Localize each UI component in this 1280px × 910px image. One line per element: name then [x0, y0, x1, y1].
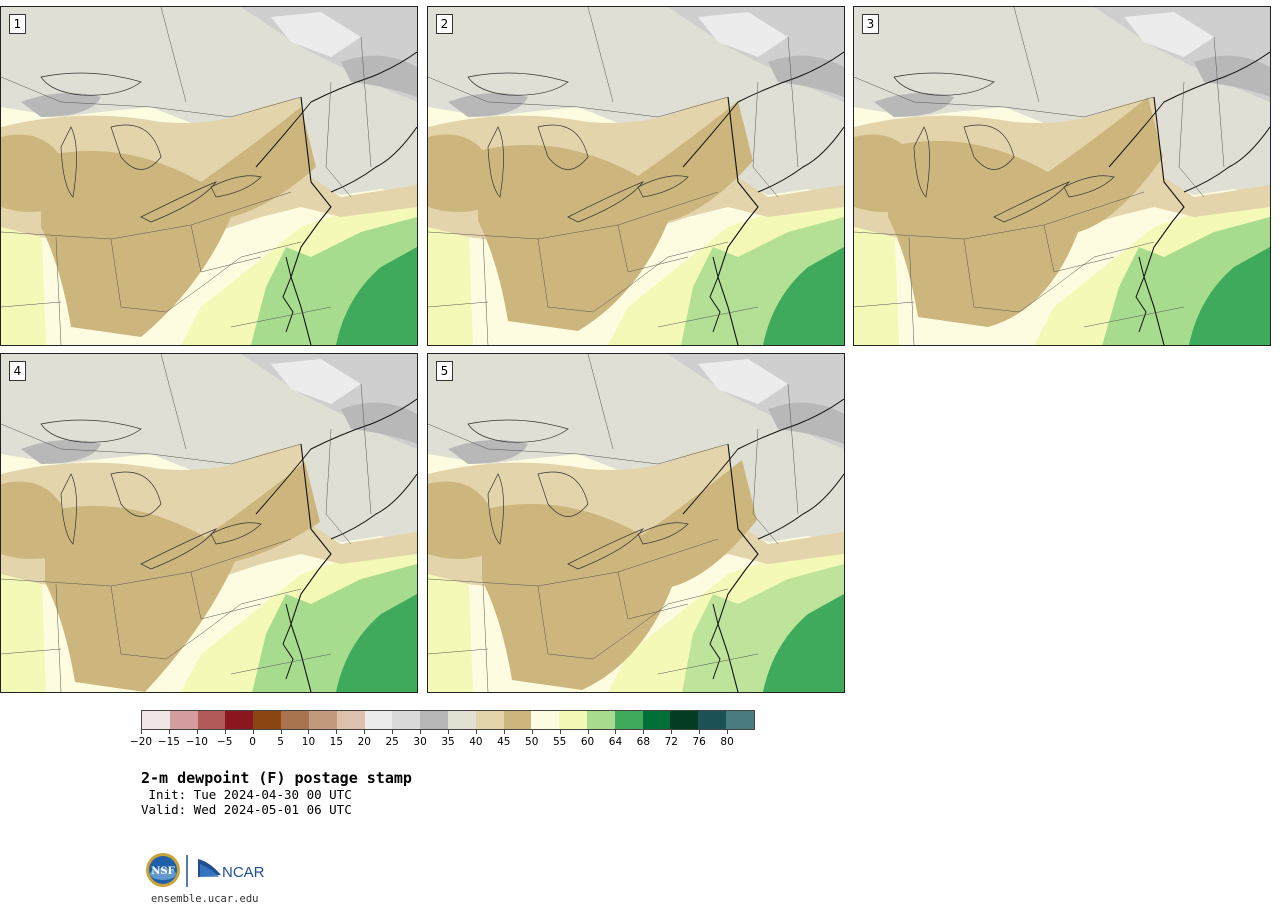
colorbar-tick-label: 50	[525, 736, 539, 748]
dewpoint-map	[428, 354, 844, 692]
dewpoint-map	[428, 7, 844, 345]
colorbar-tick-mark	[308, 730, 310, 734]
colorbar-swatch	[225, 711, 254, 729]
colorbar-tick-label: 80	[720, 736, 734, 748]
map-panel-5: 5	[427, 353, 845, 693]
ncar-logo-icon: NCAR	[198, 859, 265, 881]
colorbar-swatch	[169, 711, 198, 729]
colorbar-tick-label: 35	[441, 736, 455, 748]
colorbar-tick-label: −15	[157, 736, 180, 748]
colorbar-tick-label: 5	[277, 736, 284, 748]
colorbar-swatch	[559, 711, 587, 729]
panel-number-label: 1	[9, 14, 26, 34]
colorbar-tick-label: 10	[301, 736, 316, 748]
panel-number-label: 2	[436, 14, 453, 34]
map-panel-3: 3	[853, 6, 1271, 346]
colorbar-tick-mark	[587, 730, 589, 734]
colorbar-swatch	[308, 711, 337, 729]
colorbar-tick-mark	[559, 730, 561, 734]
colorbar-tick-label: 64	[608, 736, 623, 748]
colorbar-tick-mark	[531, 730, 533, 734]
logos: NSF NCAR	[144, 850, 279, 890]
colorbar-swatch	[197, 711, 226, 729]
colorbar-tick-mark	[448, 730, 449, 734]
colorbar-swatch	[420, 711, 448, 729]
colorbar-tick-mark	[475, 730, 477, 734]
colorbar-swatch	[642, 711, 671, 729]
colorbar-swatch	[614, 711, 643, 729]
colorbar-tick-mark	[420, 730, 422, 734]
colorbar-tick-label: 68	[636, 736, 651, 748]
colorbar-swatch	[392, 711, 421, 729]
colorbar-swatch	[447, 711, 476, 729]
dewpoint-map	[1, 354, 417, 692]
colorbar-swatch	[336, 711, 365, 729]
colorbar-tick-label: 0	[249, 736, 256, 748]
panel-number-label: 5	[436, 361, 453, 381]
colorbar-swatch	[531, 711, 560, 729]
map-panel-1: 1	[0, 6, 418, 346]
colorbar-tick-label: −5	[216, 736, 233, 748]
colorbar-tick-label: 30	[413, 736, 427, 748]
colorbar-tick-mark	[671, 730, 673, 734]
colorbar-tick-label: 72	[664, 736, 678, 748]
colorbar-tick-mark	[196, 730, 198, 734]
site-url: ensemble.ucar.edu	[151, 893, 259, 905]
colorbar-tick-mark	[141, 730, 142, 734]
colorbar-tick-label: 60	[580, 736, 595, 748]
panel-number-label: 3	[862, 14, 879, 34]
figure-title: 2-m dewpoint (F) postage stamp	[141, 769, 412, 787]
colorbar-swatch	[364, 711, 393, 729]
colorbar-swatch	[698, 711, 727, 729]
colorbar-tick-mark	[503, 730, 505, 734]
colorbar-tick-mark	[224, 730, 226, 734]
colorbar-swatch	[587, 711, 615, 729]
nsf-logo-icon: NSF	[146, 853, 180, 887]
colorbar-tick-label: 25	[385, 736, 399, 748]
colorbar-tick-mark	[280, 730, 282, 734]
init-time: Init: Tue 2024-04-30 00 UTC	[141, 787, 352, 802]
colorbar-swatch	[253, 711, 282, 729]
colorbar-tick-mark	[336, 730, 338, 734]
map-panel-4: 4	[0, 353, 418, 693]
map-panel-2: 2	[427, 6, 845, 346]
colorbar-tick-label: −20	[129, 736, 153, 748]
nsf-logo-text: NSF	[151, 866, 174, 877]
dewpoint-map	[854, 7, 1270, 345]
colorbar-tick-mark	[643, 730, 645, 734]
colorbar-swatch	[281, 711, 309, 729]
colorbar-tick-label: 15	[329, 736, 344, 748]
colorbar-tick-mark	[168, 730, 170, 734]
colorbar-tick-label: −10	[185, 736, 208, 748]
colorbar-swatch	[142, 711, 170, 729]
panel-number-label: 4	[9, 361, 26, 381]
colorbar-swatch	[475, 711, 504, 729]
valid-time: Valid: Wed 2024-05-01 06 UTC	[141, 802, 352, 817]
colorbar-swatch	[670, 711, 699, 729]
colorbar-tick-label: 45	[497, 736, 511, 748]
colorbar-tick-mark	[364, 730, 366, 734]
colorbar-tick-mark	[699, 730, 701, 734]
colorbar-tick-labels: −20 −15 −10 −5 0 5 10 15 20 25 30 35 40 45 50 55 60 64 68 7…	[130, 730, 761, 750]
colorbar-swatch	[503, 711, 532, 729]
colorbar-tick-label: 40	[469, 736, 483, 748]
colorbar-tick-label: 76	[692, 736, 706, 748]
colorbar-tick-mark	[392, 730, 394, 734]
ncar-logo-text: NCAR	[222, 864, 265, 881]
colorbar-tick-mark	[615, 730, 617, 734]
colorbar-swatch	[726, 711, 754, 729]
colorbar	[141, 710, 755, 730]
colorbar-tick-mark	[252, 730, 254, 734]
colorbar-tick-mark	[727, 730, 729, 734]
colorbar-tick-label: 55	[552, 736, 567, 748]
dewpoint-map	[1, 7, 417, 345]
colorbar-tick-label: 20	[357, 736, 371, 748]
